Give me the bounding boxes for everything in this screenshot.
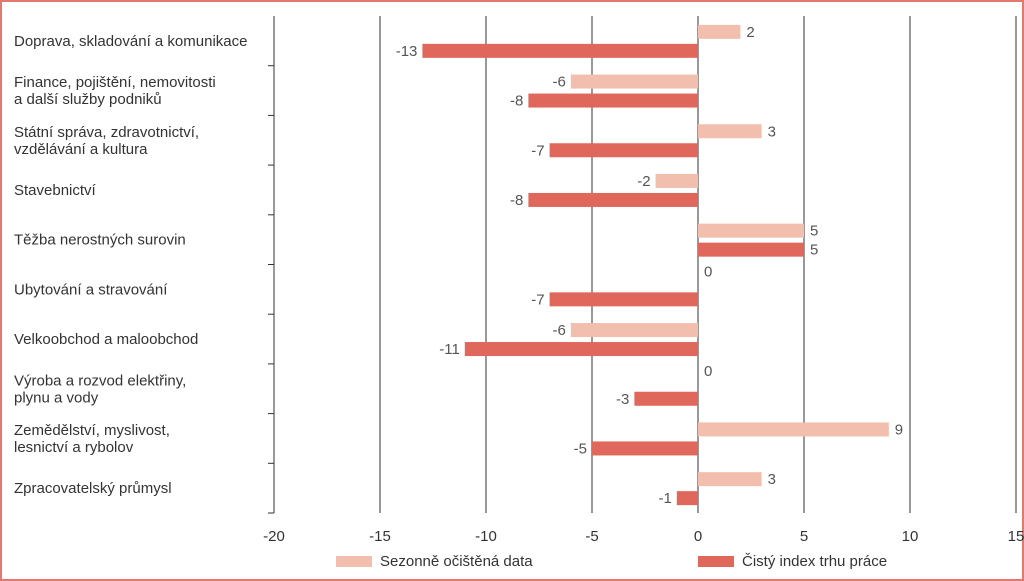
x-tick-label: -5 bbox=[585, 528, 598, 545]
legend-swatch bbox=[336, 556, 372, 567]
category-label: Zemědělství, myslivost, bbox=[14, 422, 170, 439]
category-label: Výroba a rozvod elektřiny, bbox=[14, 372, 186, 389]
category-label: lesnictví a rybolov bbox=[14, 439, 134, 456]
legend-label: Čistý index trhu práce bbox=[742, 553, 887, 570]
data-label: -8 bbox=[510, 192, 523, 209]
bar bbox=[698, 223, 804, 238]
bar bbox=[655, 173, 698, 188]
legend-label: Sezonně očištěná data bbox=[380, 553, 533, 570]
bar bbox=[570, 74, 698, 89]
data-label: -5 bbox=[574, 440, 587, 457]
legend-swatch bbox=[698, 556, 734, 567]
category-label: Státní správa, zdravotnictví, bbox=[14, 124, 199, 141]
data-label: -1 bbox=[658, 490, 671, 507]
data-label: 5 bbox=[810, 223, 818, 240]
data-label: 9 bbox=[895, 421, 903, 438]
category-label: Doprava, skladování a komunikace bbox=[14, 33, 247, 50]
category-label: Ubytování a stravování bbox=[14, 281, 168, 298]
bar bbox=[634, 391, 698, 406]
data-label: -7 bbox=[531, 291, 544, 308]
bar bbox=[528, 192, 698, 207]
bar bbox=[528, 93, 698, 108]
bar bbox=[698, 242, 804, 257]
category-label: Finance, pojištění, nemovitosti bbox=[14, 74, 216, 91]
bar bbox=[698, 422, 889, 437]
bar bbox=[464, 342, 698, 357]
bar bbox=[698, 124, 762, 139]
bar bbox=[422, 43, 698, 58]
category-label: a další služby podniků bbox=[14, 91, 162, 108]
bar bbox=[549, 292, 698, 307]
x-tick-label: 15 bbox=[1008, 528, 1024, 545]
data-label: -13 bbox=[396, 43, 418, 60]
bar bbox=[570, 323, 698, 338]
data-label: 0 bbox=[704, 363, 712, 380]
bar bbox=[698, 24, 741, 39]
category-label: Stavebnictví bbox=[14, 182, 97, 199]
category-label: Těžba nerostných surovin bbox=[14, 232, 186, 249]
data-label: 3 bbox=[768, 123, 776, 140]
data-label: -2 bbox=[637, 173, 650, 190]
data-label: -7 bbox=[531, 142, 544, 159]
category-label: Velkoobchod a maloobchod bbox=[14, 331, 198, 348]
x-tick-label: -15 bbox=[369, 528, 391, 545]
data-label: -6 bbox=[552, 74, 565, 91]
bar bbox=[592, 441, 698, 456]
category-label: plynu a vody bbox=[14, 389, 99, 406]
x-tick-label: 5 bbox=[800, 528, 808, 545]
data-label: 2 bbox=[746, 24, 754, 41]
bar bbox=[698, 472, 762, 487]
x-tick-label: -10 bbox=[475, 528, 497, 545]
bar bbox=[676, 491, 698, 506]
data-label: -11 bbox=[439, 341, 460, 358]
data-label: 3 bbox=[768, 471, 776, 488]
data-label: -3 bbox=[616, 391, 629, 408]
x-tick-label: 0 bbox=[694, 528, 702, 545]
x-tick-label: 10 bbox=[902, 528, 919, 545]
category-label: vzdělávání a kultura bbox=[14, 141, 148, 158]
data-label: -6 bbox=[552, 322, 565, 339]
bar bbox=[549, 143, 698, 158]
category-label: Zpracovatelský průmysl bbox=[14, 480, 172, 497]
data-label: 5 bbox=[810, 242, 818, 259]
x-tick-label: -20 bbox=[263, 528, 285, 545]
data-label: 0 bbox=[704, 263, 712, 280]
data-label: -8 bbox=[510, 93, 523, 110]
